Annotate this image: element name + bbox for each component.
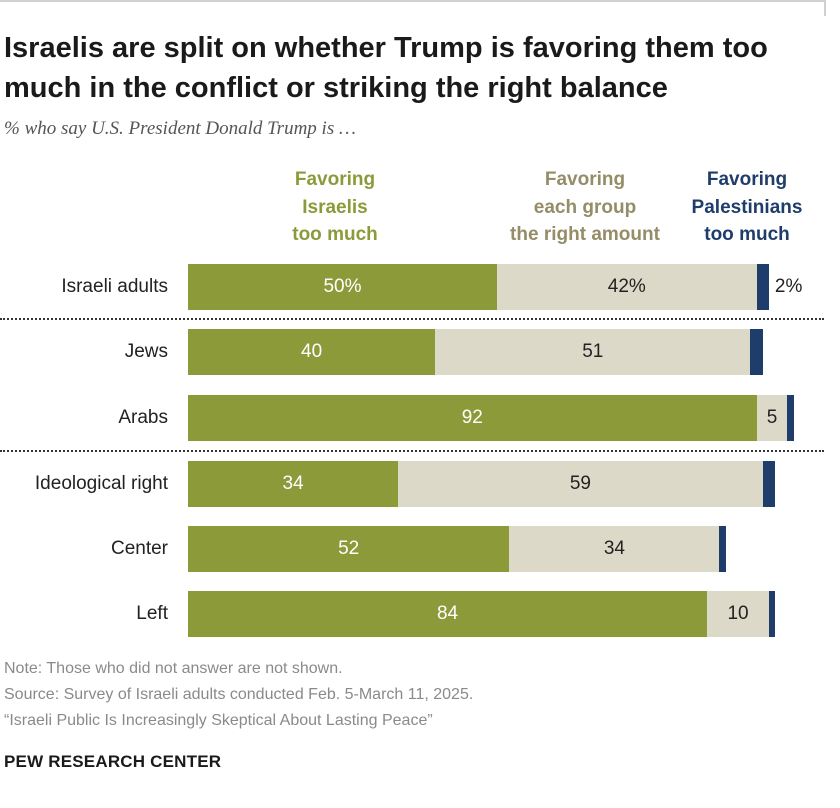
chart-subtitle: % who say U.S. President Donald Trump is… xyxy=(4,118,356,139)
data-label: 40 xyxy=(301,341,323,362)
legend-line: Favoring xyxy=(294,169,376,190)
legend-favoring-palestinians: Favoring Palestinians too much xyxy=(680,166,814,249)
group-divider xyxy=(0,450,824,452)
legend-line: the right amount xyxy=(510,224,660,245)
bar-favoring-israelis xyxy=(188,526,510,572)
bar-favoring-israelis xyxy=(188,461,399,507)
source-text: Source: Survey of Israeli adults conduct… xyxy=(4,686,474,703)
report-title: “Israeli Public Is Increasingly Skeptica… xyxy=(4,712,433,729)
bar-favoring-israelis xyxy=(188,329,436,375)
row-label: Left xyxy=(136,603,168,624)
row-label: Center xyxy=(110,538,168,559)
data-label: 52 xyxy=(338,538,360,559)
bar-favoring-israelis xyxy=(188,395,757,441)
group-divider xyxy=(0,318,824,320)
data-label: 5 xyxy=(766,407,778,428)
data-label: 34 xyxy=(282,473,304,494)
legend-line: Favoring xyxy=(706,169,788,190)
bar-right-amount xyxy=(398,461,763,507)
data-label: 92 xyxy=(461,407,483,428)
data-label: 42% xyxy=(607,276,646,297)
legend-line: Palestinians xyxy=(691,196,803,218)
bar-favoring-palestinians xyxy=(750,329,763,375)
bar-favoring-palestinians xyxy=(787,395,794,441)
legend-right-amount: Favoring each group the right amount xyxy=(490,166,680,249)
legend-line: Favoring xyxy=(544,169,626,190)
note-text: Note: Those who did not answer are not s… xyxy=(4,660,343,677)
bar-favoring-israelis xyxy=(188,264,497,310)
bar-favoring-israelis xyxy=(188,591,708,637)
bar-right-amount xyxy=(509,526,720,572)
row-label: Ideological right xyxy=(34,473,168,494)
chart-title: Israelis are split on whether Trump is f… xyxy=(4,32,768,104)
top-border xyxy=(0,0,824,2)
data-label: 84 xyxy=(436,603,459,624)
data-label: 59 xyxy=(569,473,591,494)
row-label: Arabs xyxy=(118,407,168,428)
legend-line: Israelis xyxy=(302,196,368,218)
legend-line: each group xyxy=(533,196,637,218)
legend-favoring-israelis: Favoring Israelis too much xyxy=(262,166,408,249)
bar-right-amount xyxy=(756,395,788,441)
bar-favoring-palestinians xyxy=(756,264,769,310)
legend-line: too much xyxy=(704,224,790,245)
bar-right-amount xyxy=(707,591,769,637)
bar-favoring-palestinians xyxy=(762,461,776,507)
data-label: 2% xyxy=(774,276,803,297)
bar-favoring-palestinians xyxy=(719,526,726,572)
data-label: 50% xyxy=(323,276,362,297)
data-label: 34 xyxy=(603,538,625,559)
data-label: 51 xyxy=(582,341,604,362)
bar-favoring-palestinians xyxy=(768,591,776,637)
legend-line: too much xyxy=(292,224,378,245)
bar-right-amount xyxy=(435,329,751,375)
corner-border xyxy=(824,0,826,16)
row-label: Jews xyxy=(124,341,168,362)
bar-right-amount xyxy=(497,264,757,310)
row-label: Israeli adults xyxy=(61,276,168,297)
data-label: 10 xyxy=(727,603,749,624)
brand-logo-text: PEW RESEARCH CENTER xyxy=(4,752,222,771)
